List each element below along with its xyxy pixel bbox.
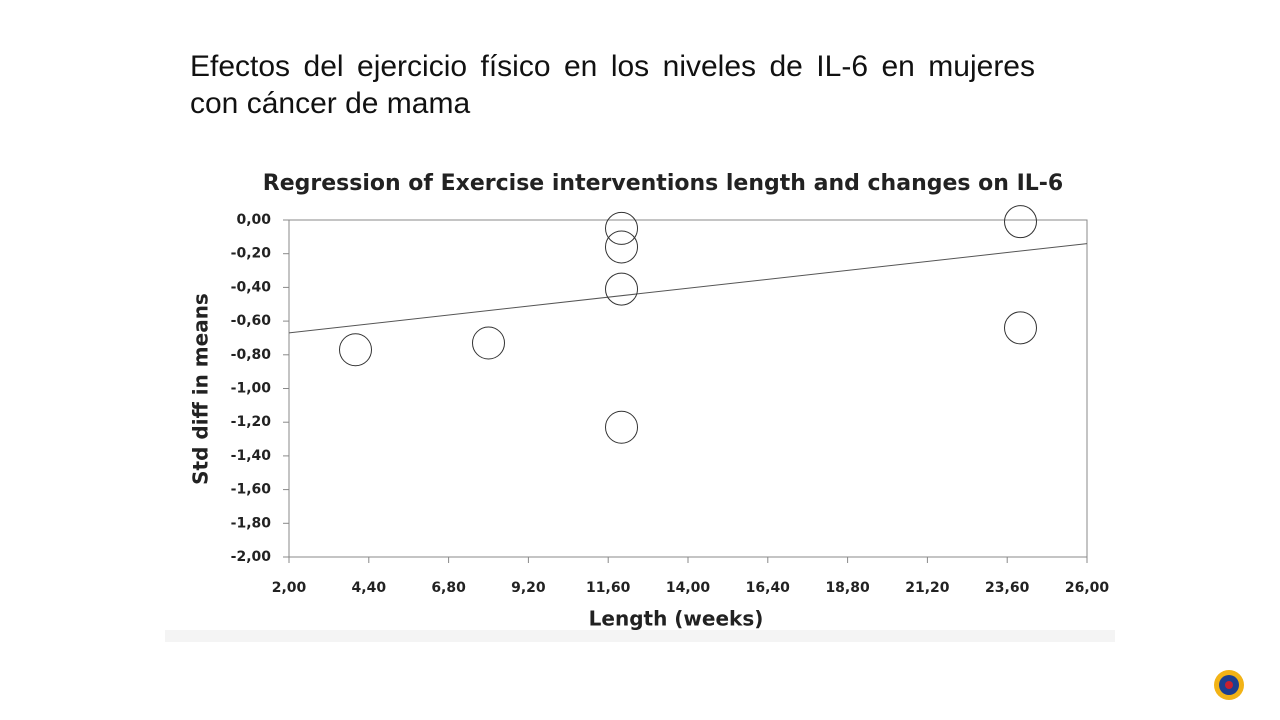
data-point (605, 272, 638, 306)
logo-center (1225, 681, 1233, 689)
y-tick-label: 0,00 (236, 212, 271, 228)
x-axis-label: Length (weeks) (589, 607, 764, 631)
slide-title: Efectos del ejercicio físico en los nive… (190, 50, 1035, 120)
x-tick-label: 26,00 (1065, 580, 1110, 596)
x-tick-label: 18,80 (825, 580, 870, 596)
data-point (472, 326, 505, 360)
data-point (339, 333, 372, 367)
data-point (1004, 311, 1037, 345)
x-tick-label: 23,60 (985, 580, 1030, 596)
y-axis-label: Std diff in means (189, 293, 213, 485)
y-tick-label: -0,60 (231, 313, 272, 329)
x-tick-label: 4,40 (352, 580, 387, 596)
data-point (1004, 205, 1037, 239)
x-tick-label: 11,60 (586, 580, 631, 596)
y-tick-label: -1,00 (231, 381, 272, 397)
data-point (605, 230, 638, 264)
data-point (605, 211, 638, 245)
x-tick-label: 14,00 (666, 580, 711, 596)
y-tick-label: -0,20 (231, 246, 272, 262)
chart-background (165, 155, 1115, 642)
y-tick-label: -1,80 (231, 515, 272, 531)
chart-title: Regression of Exercise interventions len… (263, 171, 1063, 196)
logo (1214, 670, 1244, 700)
y-tick-label: -0,80 (231, 347, 272, 363)
x-tick-label: 6,80 (431, 580, 466, 596)
y-tick-label: -1,20 (231, 414, 272, 430)
data-point (605, 410, 638, 444)
x-tick-label: 2,00 (272, 580, 307, 596)
x-tick-label: 21,20 (905, 580, 950, 596)
y-tick-label: -0,40 (231, 279, 272, 295)
y-tick-label: -1,60 (231, 482, 272, 498)
y-tick-label: -2,00 (231, 549, 272, 565)
x-tick-label: 16,40 (746, 580, 791, 596)
chart-footer-band (165, 630, 1115, 642)
y-tick-label: -1,40 (231, 448, 272, 464)
regression-line (288, 243, 1088, 334)
x-tick-label: 9,20 (511, 580, 546, 596)
